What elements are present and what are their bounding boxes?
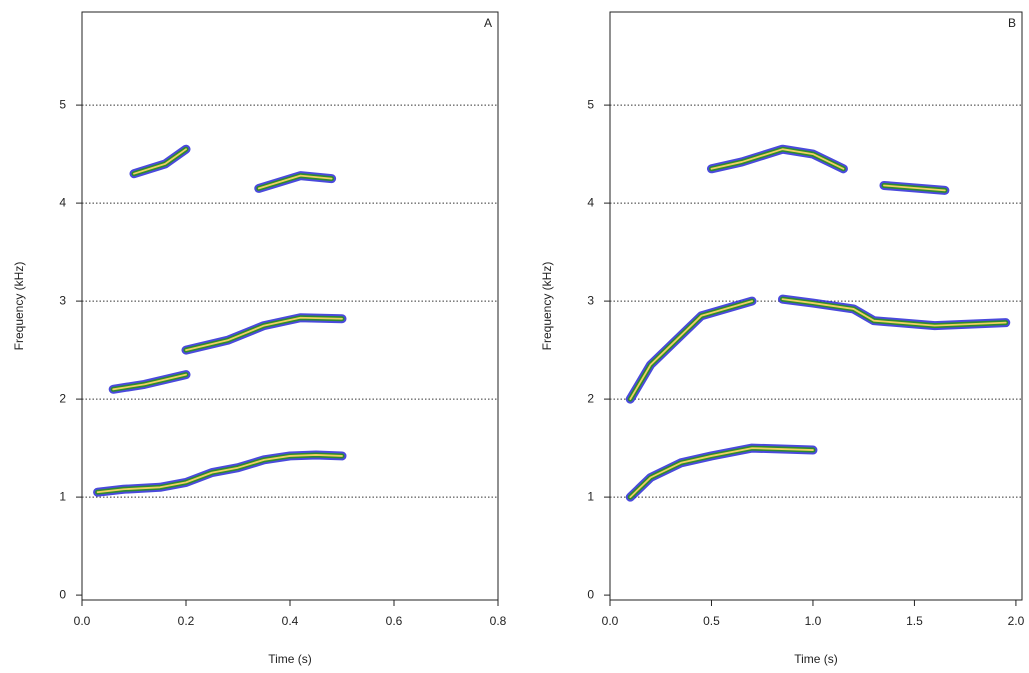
y-axis-title: Frequency (kHz) bbox=[12, 262, 26, 351]
contour-peak bbox=[112, 316, 343, 391]
contour-peak bbox=[96, 454, 343, 494]
panel-label: B bbox=[1008, 16, 1016, 30]
x-tick-label: 0.4 bbox=[282, 614, 299, 628]
contour-peak bbox=[629, 447, 814, 498]
y-tick-label: 2 bbox=[587, 391, 594, 405]
y-tick-label: 4 bbox=[587, 195, 594, 209]
x-tick-label: 2.0 bbox=[1008, 614, 1025, 628]
y-tick-label: 5 bbox=[587, 97, 594, 111]
y-tick-label: 4 bbox=[59, 195, 66, 209]
contour-peak bbox=[133, 148, 333, 190]
contour-core bbox=[95, 452, 345, 495]
panel-label: A bbox=[484, 16, 492, 30]
y-tick-label: 3 bbox=[587, 293, 594, 307]
y-tick-label: 3 bbox=[59, 293, 66, 307]
x-axis-title: Time (s) bbox=[794, 652, 838, 666]
x-tick-label: 0.2 bbox=[178, 614, 195, 628]
x-tick-label: 0.5 bbox=[703, 614, 720, 628]
x-tick-label: 1.0 bbox=[805, 614, 822, 628]
x-tick-label: 0.0 bbox=[602, 614, 619, 628]
y-tick-label: 0 bbox=[587, 587, 594, 601]
y-tick-label: 0 bbox=[59, 587, 66, 601]
plot-frame bbox=[609, 11, 1023, 601]
y-tick-label: 1 bbox=[59, 489, 66, 503]
contour-halo bbox=[108, 313, 347, 394]
contour-peak bbox=[629, 298, 1007, 400]
contour-halo bbox=[625, 294, 1011, 404]
y-tick-label: 2 bbox=[59, 391, 66, 405]
contour-core bbox=[627, 296, 1009, 402]
y-tick-label: 5 bbox=[59, 97, 66, 111]
x-tick-label: 1.5 bbox=[906, 614, 923, 628]
contour-core bbox=[627, 445, 816, 500]
y-axis-title: Frequency (kHz) bbox=[540, 262, 554, 351]
x-tick-label: 0.8 bbox=[490, 614, 507, 628]
contour-halo bbox=[706, 144, 950, 195]
contour-peak bbox=[710, 148, 946, 192]
x-tick-label: 0.6 bbox=[386, 614, 403, 628]
x-tick-label: 0.0 bbox=[74, 614, 91, 628]
plot-frame bbox=[81, 11, 499, 601]
x-axis-title: Time (s) bbox=[268, 652, 312, 666]
contour-core bbox=[110, 315, 345, 392]
contour-halo bbox=[129, 144, 337, 193]
y-tick-label: 1 bbox=[587, 489, 594, 503]
